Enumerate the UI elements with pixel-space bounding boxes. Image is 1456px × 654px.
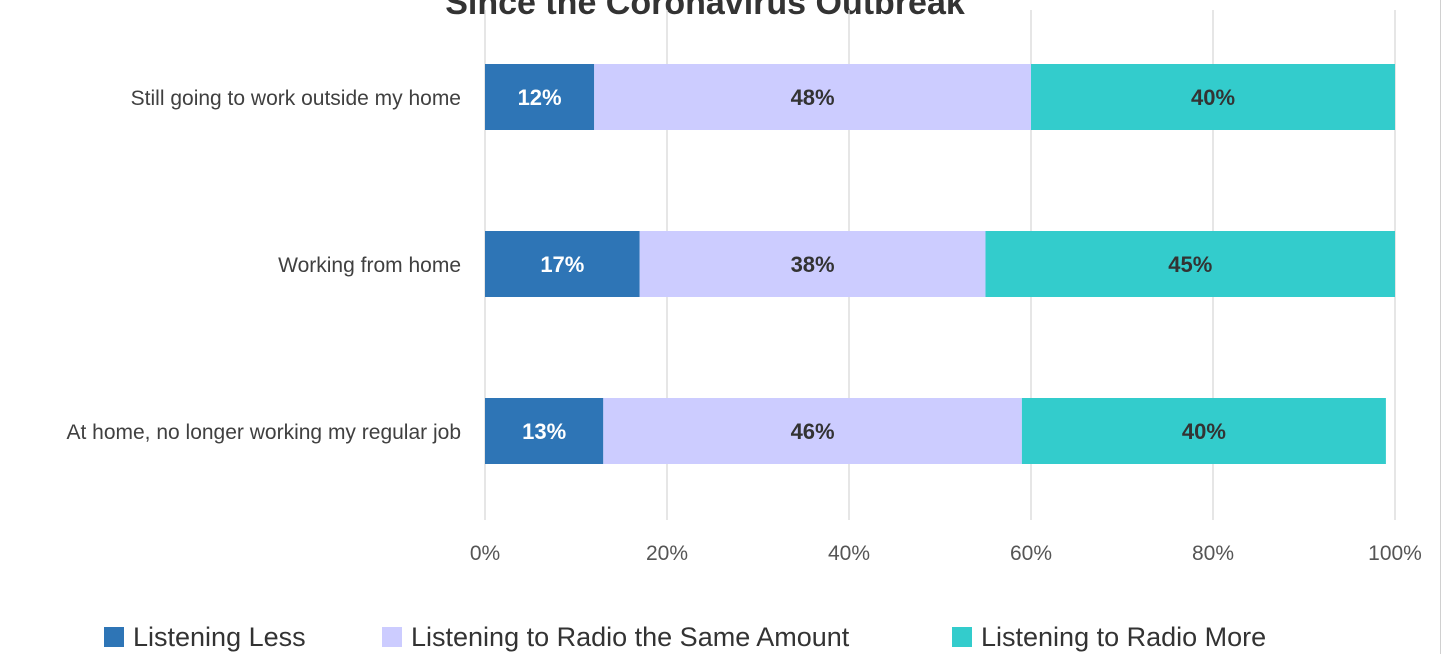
bar-segment [1031,64,1395,130]
x-tick-labels: 0% 20% 40% 60% 80% 100% [470,542,1422,565]
x-tick-label: 60% [1010,542,1052,565]
bar-segment [603,398,1022,464]
x-tick-label: 100% [1368,542,1422,565]
legend-swatch [104,627,124,647]
bar-segment [594,64,1031,130]
x-tick-label: 80% [1192,542,1234,565]
legend-label: Listening Less [133,622,306,652]
data-labels: 12% 48% 40% 17% 38% 45% 13% 46% 40% [518,85,1235,444]
category-labels: Still going to work outside my home Worki… [66,87,461,444]
legend-swatch [382,627,402,647]
data-label: 17% [540,252,584,277]
bar-segment [985,231,1395,297]
chart-title: Since the Coronavirus Outbreak [445,0,965,22]
bars [485,64,1395,464]
data-label: 13% [522,419,566,444]
bar-segment [485,398,604,464]
legend-label: Listening to Radio More [981,622,1266,652]
category-label: Still going to work outside my home [131,87,461,110]
data-label: 45% [1168,252,1212,277]
legend-label: Listening to Radio the Same Amount [411,622,850,652]
legend: Listening Less Listening to Radio the Sam… [104,622,1266,652]
x-tick-label: 40% [828,542,870,565]
x-tick-label: 0% [470,542,500,565]
category-label: Working from home [278,254,461,277]
category-label: At home, no longer working my regular jo… [66,421,461,444]
data-label: 48% [791,85,835,110]
bar-segment [485,64,595,130]
bar-segment [639,231,986,297]
data-label: 46% [791,419,835,444]
data-label: 40% [1182,419,1226,444]
bar-segment [485,231,640,297]
bar-segment [1021,398,1386,464]
legend-swatch [952,627,972,647]
data-label: 12% [518,85,562,110]
data-label: 40% [1191,85,1235,110]
frame-edge [1440,0,1441,654]
data-label: 38% [791,252,835,277]
x-tick-label: 20% [646,542,688,565]
